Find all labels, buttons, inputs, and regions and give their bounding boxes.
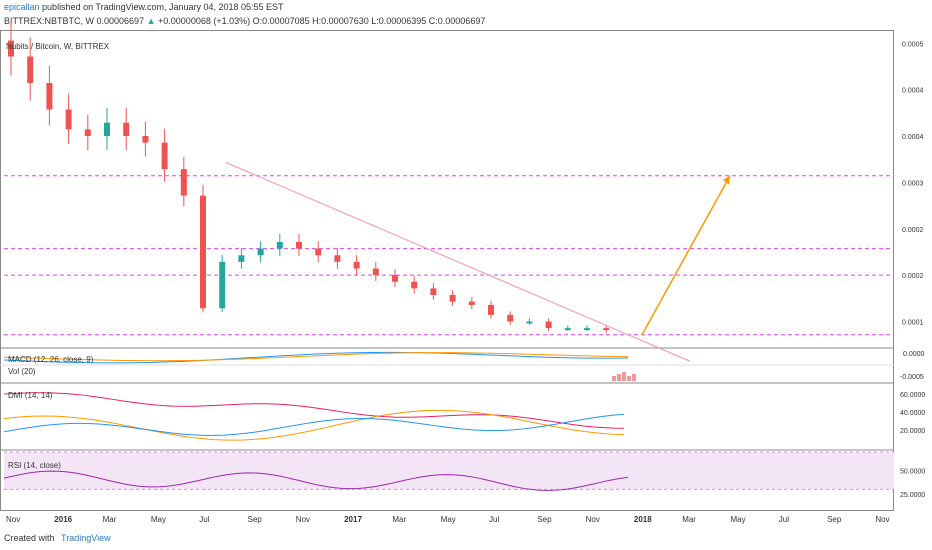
trend-line bbox=[225, 162, 691, 362]
candle-body bbox=[353, 261, 360, 269]
x-axis-label: Nov bbox=[875, 515, 889, 524]
ohlc: O:0.00007085 H:0.00007630 L:0.00006395 C… bbox=[252, 16, 486, 26]
candle-body bbox=[564, 328, 571, 331]
x-axis-label: Jul bbox=[199, 515, 209, 524]
published-text: published on TradingView.com, January 04… bbox=[42, 2, 284, 12]
candle-body bbox=[296, 242, 302, 249]
candle-body bbox=[334, 255, 341, 262]
rsi-line bbox=[3, 470, 629, 491]
candle-body bbox=[65, 109, 72, 130]
candle-body bbox=[545, 321, 552, 329]
candle-body bbox=[488, 304, 494, 315]
price-axis-label: 0.0004 bbox=[902, 88, 924, 95]
x-axis-label: 2017 bbox=[344, 515, 362, 524]
projection-arrow-head bbox=[723, 175, 730, 185]
dmi-minus-line bbox=[3, 409, 625, 441]
candle-body bbox=[392, 275, 398, 282]
macd-axis-label: -0.0005 bbox=[900, 374, 924, 381]
footer-created: Created with bbox=[4, 533, 55, 543]
candle-body bbox=[219, 261, 226, 309]
macd-line bbox=[3, 351, 629, 364]
author-link[interactable]: epicallan bbox=[4, 2, 40, 12]
x-axis-label: Sep bbox=[827, 515, 842, 524]
candle-body bbox=[603, 328, 610, 331]
x-axis-label: Mar bbox=[682, 515, 696, 524]
candle-body bbox=[315, 248, 322, 256]
candle-body bbox=[449, 295, 456, 302]
candle-body bbox=[84, 129, 91, 136]
symbol: BITTREX:NBTBTC, W bbox=[4, 16, 94, 26]
x-axis-label: Jul bbox=[489, 515, 499, 524]
change-arrow: ▲ bbox=[146, 16, 156, 26]
price-axis-label: 0.0005 bbox=[902, 41, 924, 48]
volume-bar bbox=[627, 376, 631, 381]
x-axis-label: May bbox=[441, 515, 456, 524]
candle-body bbox=[200, 195, 206, 309]
rsi-label: RSI (14, close) bbox=[8, 461, 61, 470]
x-axis-label: Sep bbox=[537, 515, 552, 524]
chart-title: Nubits / Bitcoin, W, BITTREX bbox=[6, 42, 110, 51]
candle-body bbox=[584, 328, 590, 331]
candle-body bbox=[180, 169, 187, 196]
candle-body bbox=[27, 56, 34, 83]
volume-bar bbox=[612, 376, 616, 381]
x-axis-label: Mar bbox=[392, 515, 406, 524]
candle-body bbox=[411, 281, 418, 289]
price-axis-label: 0.0001 bbox=[902, 320, 924, 327]
candle-body bbox=[372, 268, 379, 276]
volume-bar bbox=[617, 374, 621, 381]
candle-body bbox=[161, 142, 168, 170]
symbol-info: BITTREX:NBTBTC, W 0.00006697 ▲ +0.000000… bbox=[4, 16, 485, 26]
footer: Created with TradingView bbox=[4, 533, 111, 543]
x-axis-label: May bbox=[151, 515, 166, 524]
dmi-label: DMI (14, 14) bbox=[8, 391, 53, 400]
dmi-axis-label: 60.0000 bbox=[900, 392, 925, 399]
x-axis-label: Jul bbox=[779, 515, 789, 524]
tradingview-logo[interactable]: TradingView bbox=[61, 533, 111, 543]
candle-body bbox=[104, 122, 110, 136]
volume-bar bbox=[632, 374, 636, 381]
dmi-axis-label: 40.0000 bbox=[900, 410, 925, 417]
x-axis-label: Mar bbox=[103, 515, 117, 524]
x-axis-label: Nov bbox=[6, 515, 20, 524]
candle-body bbox=[238, 255, 245, 262]
price-axis-label: 0.0002 bbox=[902, 227, 924, 234]
candle-body bbox=[123, 122, 130, 136]
publish-info: epicallan published on TradingView.com, … bbox=[4, 2, 284, 12]
candle-body bbox=[526, 321, 533, 324]
candle-body bbox=[468, 301, 475, 305]
rsi-axis-label: 25.0000 bbox=[900, 492, 925, 499]
macd-axis-label: 0.0000 bbox=[903, 351, 925, 358]
change: +0.00000068 (+1.03%) bbox=[158, 16, 251, 26]
x-axis-label: 2016 bbox=[54, 515, 72, 524]
price-axis-label: 0.0003 bbox=[902, 180, 924, 187]
x-axis-label: Sep bbox=[248, 515, 263, 524]
candle-body bbox=[142, 136, 149, 143]
candle-body bbox=[507, 314, 514, 322]
macd-label: MACD (12, 26, close, 9) bbox=[8, 355, 94, 364]
candle-body bbox=[430, 288, 437, 295]
x-axis-label: Nov bbox=[296, 515, 310, 524]
rsi-axis-label: 50.0000 bbox=[900, 469, 925, 476]
dmi-adx-line bbox=[3, 392, 625, 429]
price: 0.00006697 bbox=[96, 16, 145, 26]
candle-body bbox=[8, 40, 14, 57]
signal-line bbox=[3, 352, 629, 362]
volume-bar bbox=[622, 372, 626, 381]
x-axis-label: Nov bbox=[586, 515, 600, 524]
price-axis-label: 0.0004 bbox=[902, 134, 924, 141]
rsi-band bbox=[4, 452, 894, 490]
chart-frame bbox=[0, 30, 894, 511]
projection-arrow bbox=[641, 175, 731, 336]
dmi-plus-line bbox=[3, 413, 625, 436]
x-axis-label: 2018 bbox=[634, 515, 652, 524]
volume-label: Vol (20) bbox=[8, 367, 36, 376]
candle-body bbox=[276, 242, 283, 249]
candle-body bbox=[257, 248, 264, 256]
candle-body bbox=[46, 83, 53, 110]
dmi-axis-label: 20.0000 bbox=[900, 428, 925, 435]
x-axis-label: May bbox=[731, 515, 746, 524]
price-axis-label: 0.0002 bbox=[902, 273, 924, 280]
